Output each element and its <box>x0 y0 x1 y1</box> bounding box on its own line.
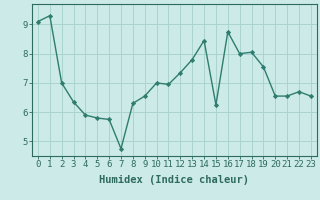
X-axis label: Humidex (Indice chaleur): Humidex (Indice chaleur) <box>100 175 249 185</box>
